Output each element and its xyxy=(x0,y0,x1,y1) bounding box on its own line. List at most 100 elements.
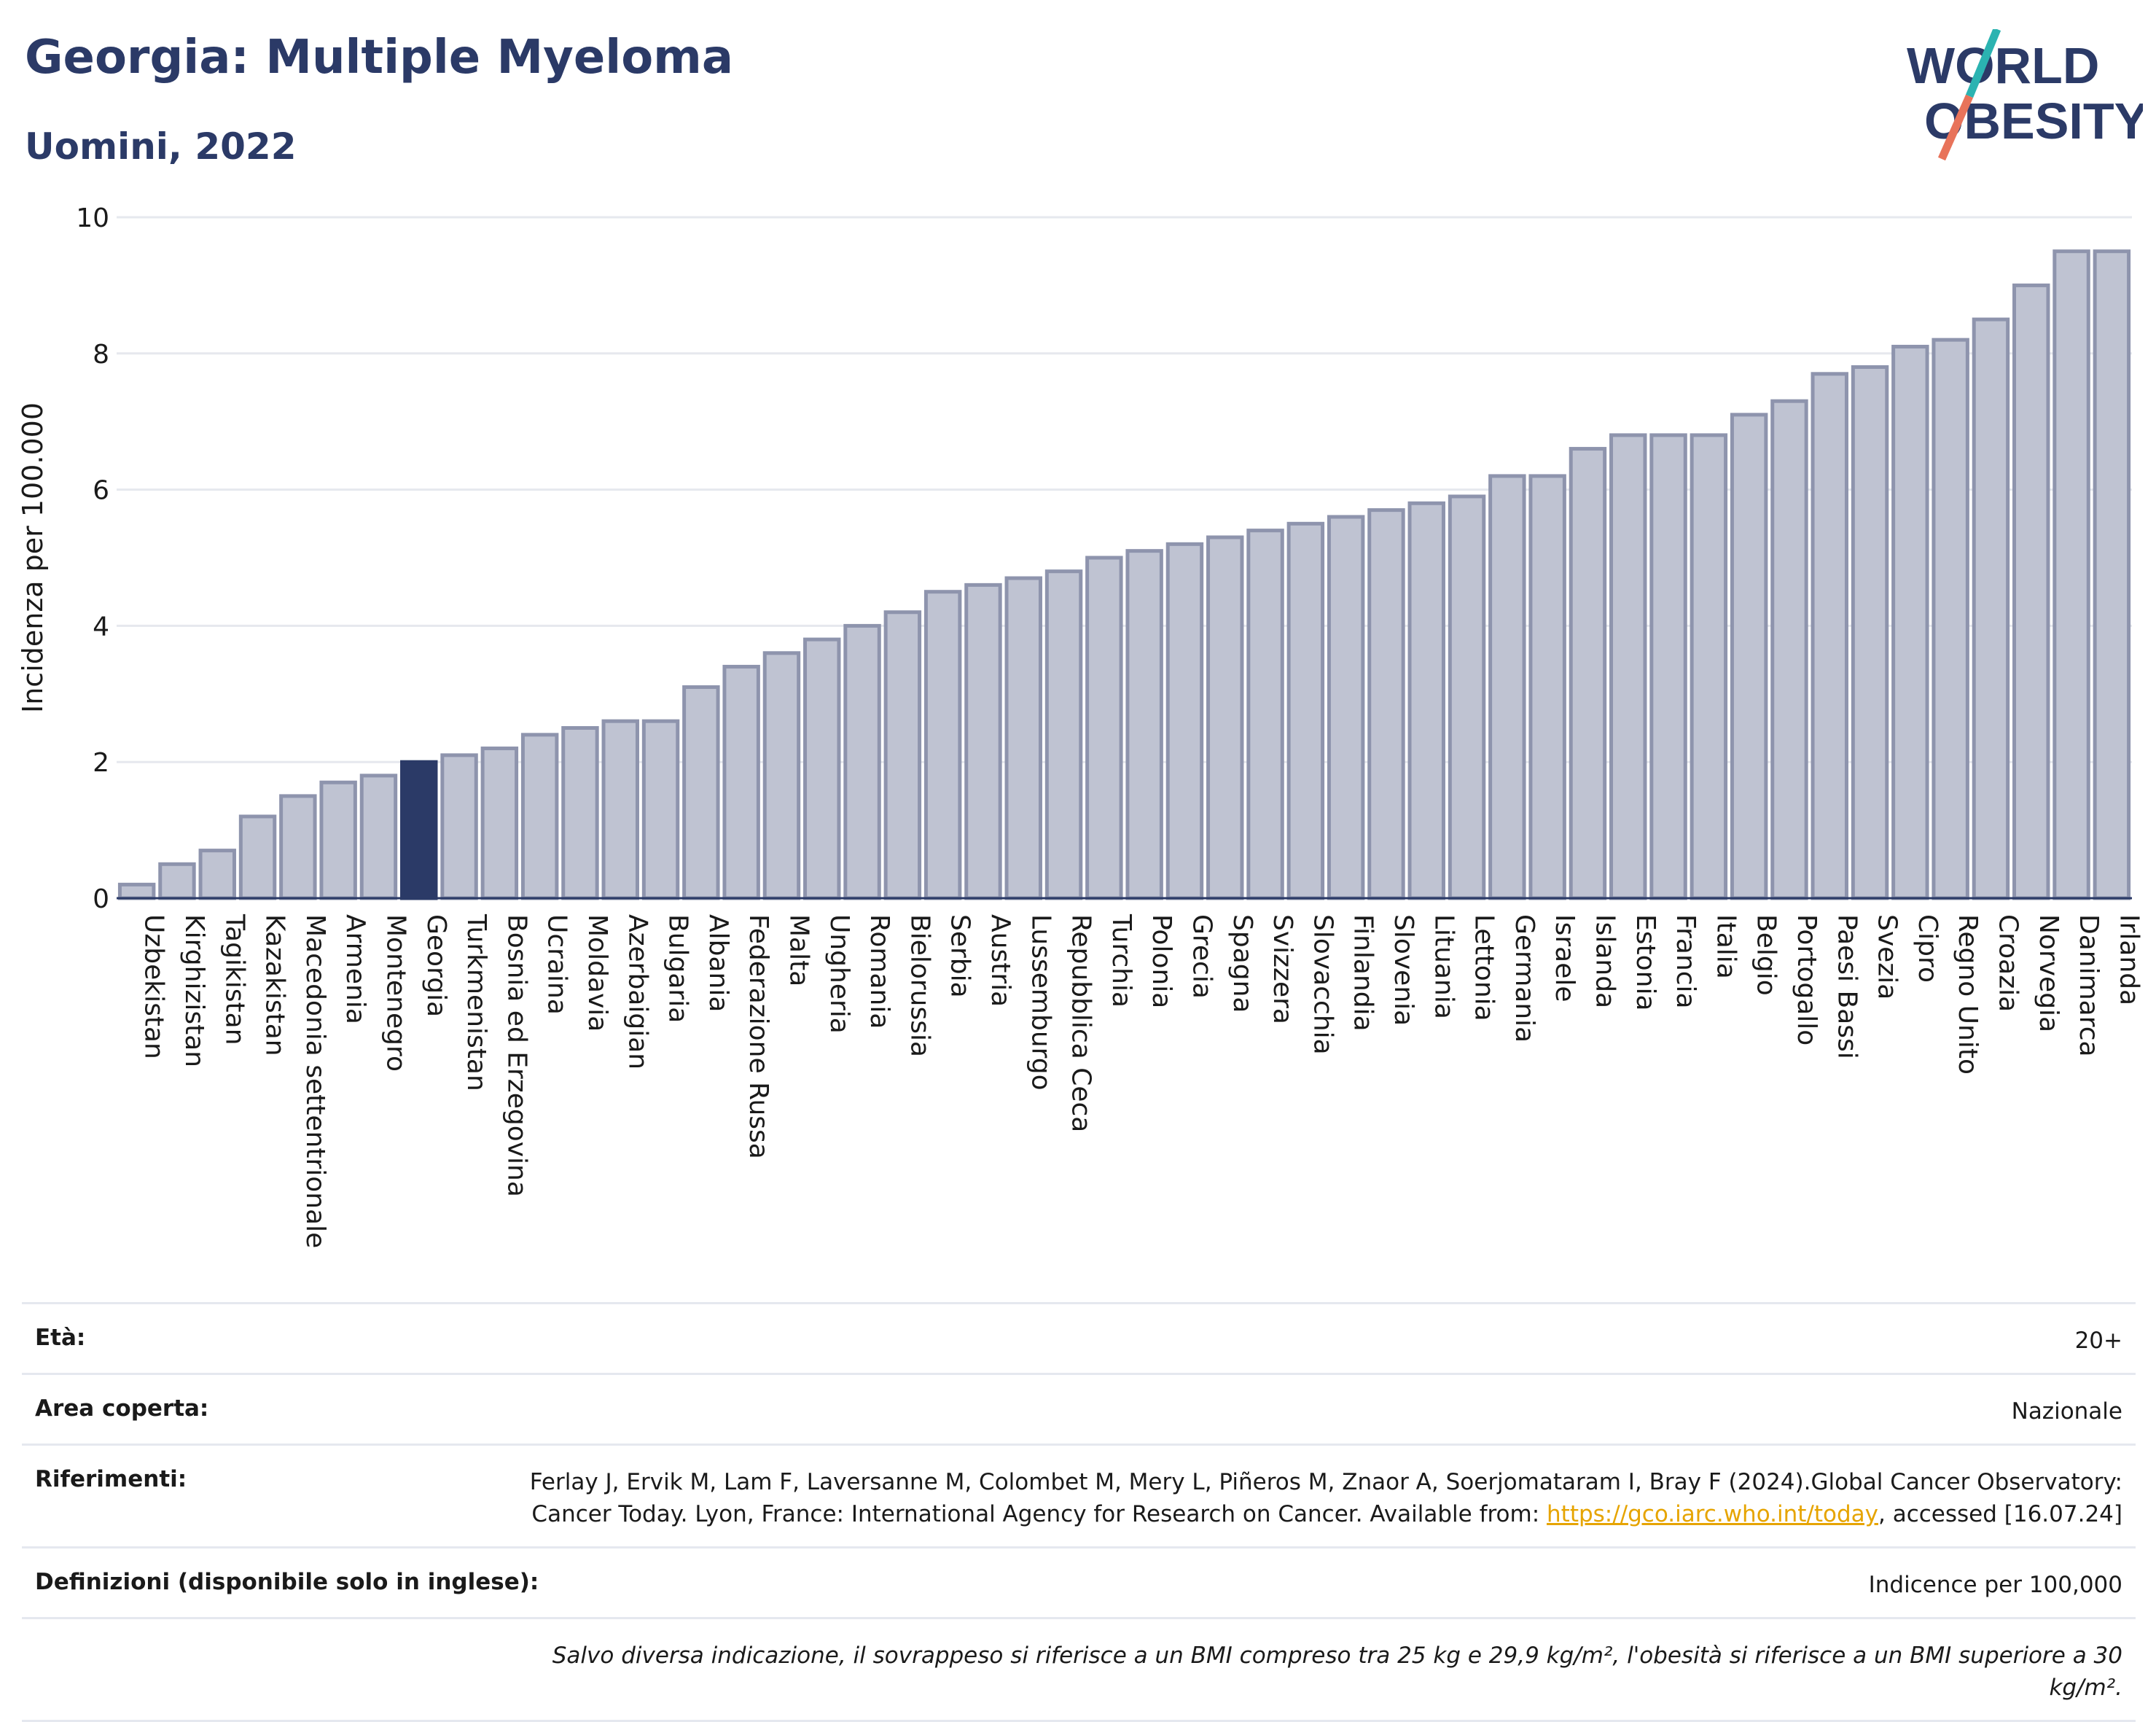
age-label: Età: xyxy=(35,1325,86,1351)
bar-turchia xyxy=(1085,556,1123,900)
y-tick-label: 2 xyxy=(93,748,109,778)
world-obesity-logo: WORLD OBESITY xyxy=(1907,29,2143,160)
bar-estonia xyxy=(1609,433,1647,900)
bar-bulgaria xyxy=(641,719,680,900)
bar-islanda xyxy=(1569,447,1607,900)
bar-svezia xyxy=(1851,365,1889,900)
x-tick-label: Estonia xyxy=(1630,914,1660,1011)
bar-belgio xyxy=(1730,413,1768,900)
x-tick-label: Albania xyxy=(703,914,733,1012)
bar-austria xyxy=(964,583,1002,900)
x-tick-label: Lettonia xyxy=(1469,914,1499,1021)
references-value: Ferlay J, Ervik M, Lam F, Laversanne M, … xyxy=(519,1466,2122,1530)
x-tick-label: Slovenia xyxy=(1388,914,1418,1026)
x-tick-label: Bulgaria xyxy=(663,914,693,1023)
y-tick-label: 0 xyxy=(93,884,109,914)
bar-lituania xyxy=(1407,501,1445,900)
area-label: Area coperta: xyxy=(35,1395,209,1422)
x-tick-label: Turkmenistan xyxy=(461,913,491,1091)
x-tick-label: Armenia xyxy=(340,914,370,1024)
bar-kazakistan xyxy=(238,814,277,900)
bar-federazione-russa xyxy=(722,664,760,900)
y-tick-label: 8 xyxy=(93,340,109,370)
page-subtitle: Uomini, 2022 xyxy=(25,125,297,168)
references-label: Riferimenti: xyxy=(35,1466,187,1492)
bar-norvegia xyxy=(2012,283,2050,900)
x-tick-label: Moldavia xyxy=(582,914,612,1032)
x-tick-label: Montenegro xyxy=(380,914,410,1072)
x-tick-label: Francia xyxy=(1671,914,1700,1009)
bar-francia xyxy=(1649,433,1687,900)
x-tick-label: Svizzera xyxy=(1268,914,1297,1024)
bar-ungheria xyxy=(803,637,841,900)
bar-azerbaigian xyxy=(601,719,639,900)
references-text: Ferlay J, Ervik M, Lam F, Laversanne M, … xyxy=(529,1469,2122,1527)
x-tick-label: Svezia xyxy=(1872,914,1902,1000)
bar-irlanda xyxy=(2093,249,2131,900)
references-link[interactable]: https://gco.iarc.who.int/today xyxy=(1547,1501,1878,1527)
bar-grecia xyxy=(1165,542,1204,900)
y-tick-label: 4 xyxy=(93,612,109,642)
x-tick-label: Azerbaigian xyxy=(622,914,652,1070)
info-row-references: Riferimenti: Ferlay J, Ervik M, Lam F, L… xyxy=(22,1444,2136,1546)
bar-moldavia xyxy=(561,726,599,900)
bar-spagna xyxy=(1206,535,1244,900)
x-tick-label: Bielorussia xyxy=(905,914,934,1057)
bar-italia xyxy=(1690,433,1728,900)
bar-polonia xyxy=(1125,549,1163,900)
x-tick-label: Croazia xyxy=(1993,914,2023,1012)
logo-slash-bottom xyxy=(1937,94,1974,160)
x-tick-label: Ucraina xyxy=(542,914,572,1015)
bmi-note: Salvo diversa indicazione, il sovrappeso… xyxy=(552,1643,2122,1701)
x-tick-label: Belgio xyxy=(1751,914,1781,996)
x-tick-label: Turchia xyxy=(1106,913,1136,1008)
x-axis-ticks: Uzbekistan Kirghizistan Tagikistan Kazakist… xyxy=(139,913,2144,1248)
bar-turkmenistan xyxy=(440,753,478,900)
definitions-value: Indicence per 100,000 xyxy=(1868,1572,2122,1598)
x-tick-label: Malta xyxy=(784,914,813,986)
bar-romania xyxy=(843,623,881,900)
y-axis-ticks: 0 2 4 6 8 10 xyxy=(76,203,109,914)
info-row-age: Età: 20+ xyxy=(22,1302,2136,1373)
x-tick-label: Spagna xyxy=(1227,914,1257,1013)
bar-albania xyxy=(682,685,720,900)
x-tick-label: Bosnia ed Erzegovina xyxy=(501,914,531,1197)
bar-chart: 0 2 4 6 8 10 Uzbekistan Kirghizistan Tagikistan… xyxy=(17,203,2144,1248)
definitions-label: Definizioni (disponibile solo in inglese… xyxy=(35,1569,539,1595)
x-tick-label: Austria xyxy=(985,914,1015,1007)
bar-armenia xyxy=(319,780,357,900)
x-tick-label: Romania xyxy=(864,914,894,1029)
x-tick-label: Cipro xyxy=(1913,914,1942,983)
x-tick-label: Irlanda xyxy=(2114,914,2144,1005)
x-tick-label: Lituania xyxy=(1429,914,1458,1019)
x-tick-label: Serbia xyxy=(945,914,975,998)
bar-portogallo xyxy=(1770,399,1808,900)
bar-slovenia xyxy=(1367,508,1405,900)
bar-lettonia xyxy=(1448,494,1486,900)
bar-georgia xyxy=(400,760,438,900)
bars xyxy=(117,249,2131,900)
bar-ucraina xyxy=(520,733,559,900)
info-table: Età: 20+ Area coperta: Nazionale Riferim… xyxy=(22,1302,2136,1722)
logo-text-world: WORLD xyxy=(1907,37,2099,94)
x-tick-label: Lussemburgo xyxy=(1026,914,1055,1091)
bar-regno-unito xyxy=(1932,338,1969,900)
bar-israele xyxy=(1528,474,1566,900)
bar-lussemburgo xyxy=(1004,576,1042,900)
x-tick-label: Israele xyxy=(1550,914,1579,1002)
bar-slovacchia xyxy=(1286,521,1325,900)
bar-danimarca xyxy=(2053,249,2090,900)
bar-germania xyxy=(1488,474,1526,900)
bar-bosnia-ed-erzegovina xyxy=(480,747,519,900)
x-tick-label: Germania xyxy=(1509,914,1539,1043)
x-tick-label: Federazione Russa xyxy=(743,914,773,1159)
references-accessed: , accessed [16.07.24] xyxy=(1878,1501,2122,1527)
y-tick-label: 10 xyxy=(76,203,109,233)
x-tick-label: Uzbekistan xyxy=(139,914,169,1059)
info-row-note: Salvo diversa indicazione, il sovrappeso… xyxy=(22,1617,2136,1722)
bar-malta xyxy=(762,651,801,900)
x-tick-label: Islanda xyxy=(1590,914,1620,1008)
y-tick-label: 6 xyxy=(93,476,109,506)
page-title: Georgia: Multiple Myeloma xyxy=(25,31,734,85)
x-tick-label: Kazakistan xyxy=(260,914,290,1056)
